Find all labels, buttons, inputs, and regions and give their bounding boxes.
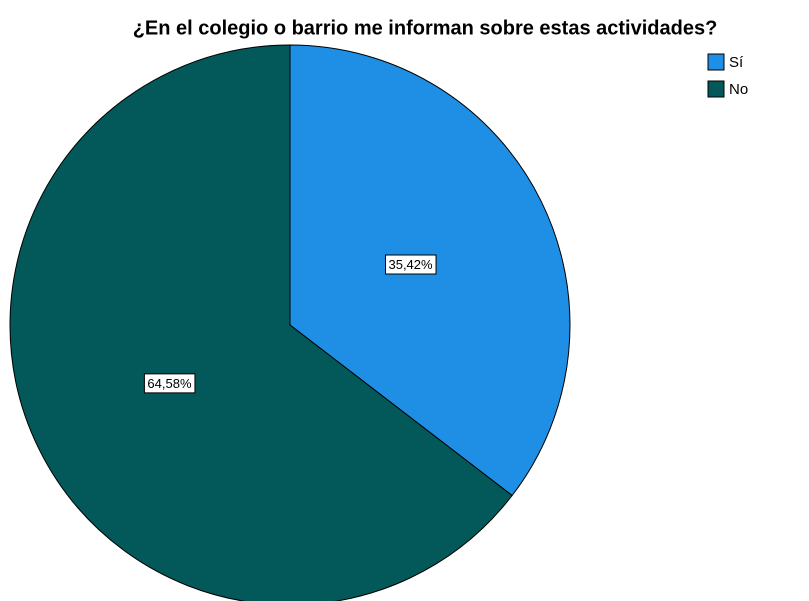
legend-label: Sí [729,54,744,71]
value-label: 64,58% [147,376,192,391]
chart-title: ¿En el colegio o barrio me informan sobr… [133,17,718,39]
value-label-box [384,254,437,275]
legend-swatch [707,80,725,98]
pie-slice [9,44,513,601]
legend-swatch [707,53,725,71]
value-label: 35,42% [388,257,433,272]
value-label-box [143,373,196,394]
legend-label: No [729,81,748,98]
